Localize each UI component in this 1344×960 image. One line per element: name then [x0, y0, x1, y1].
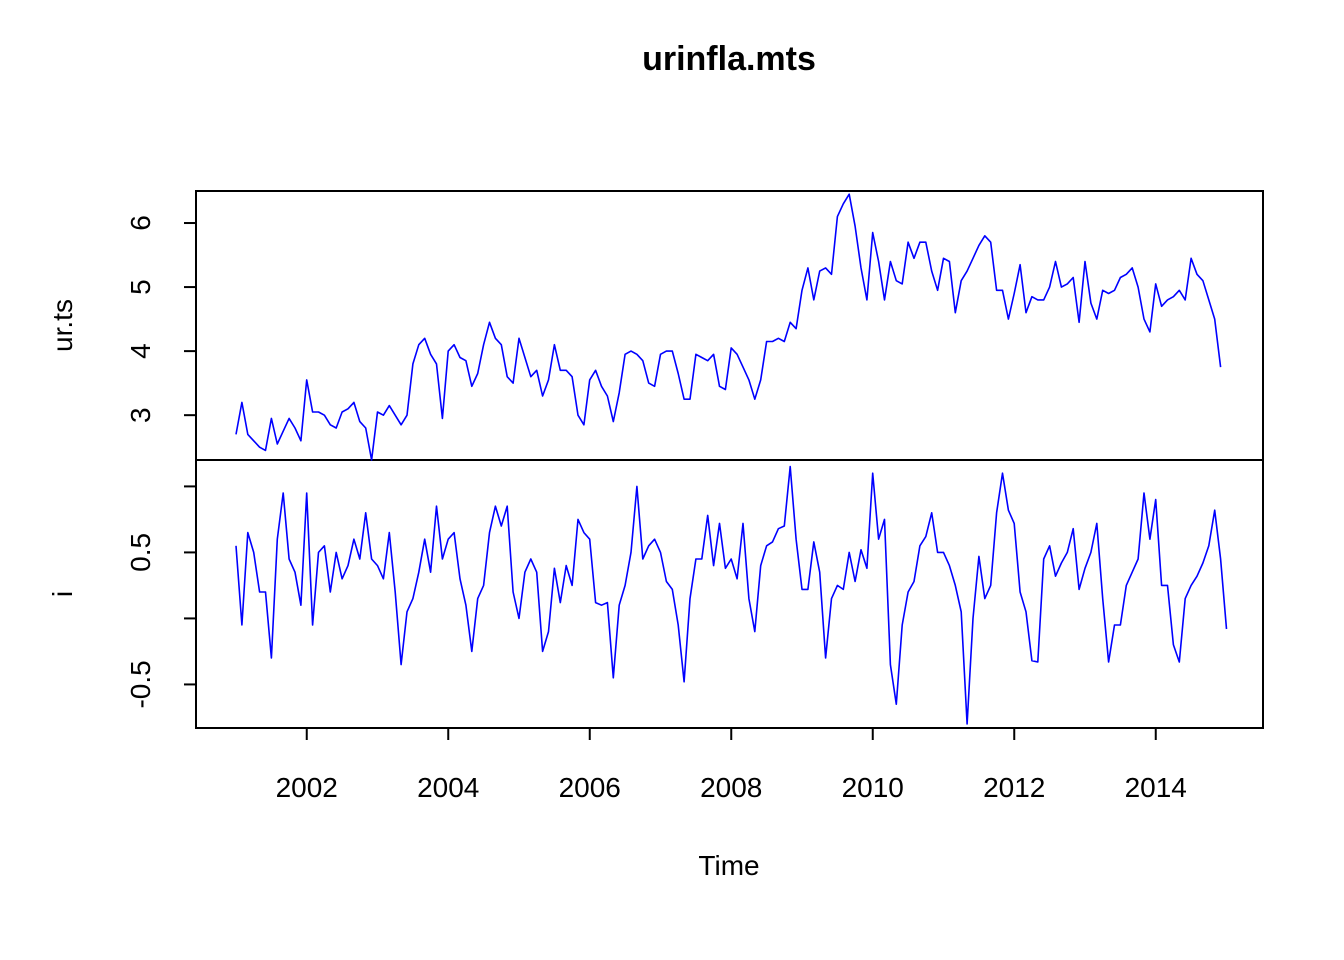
- plot-layer: 3 4 5 6 ur.ts -0.5 0.5 i 2002 2004 2006 2008 2010 201…: [47, 190, 1264, 803]
- chart-title: urinfla.mts: [642, 40, 816, 78]
- y-tick-label: -0.5: [125, 660, 156, 708]
- x-tick-label: 2010: [842, 772, 904, 803]
- x-tick-label: 2006: [559, 772, 621, 803]
- x-tick-label: 2002: [276, 772, 338, 803]
- y-axis-label: ur.ts: [47, 299, 78, 352]
- y-tick-label: 3: [125, 407, 156, 423]
- x-tick-label: 2008: [700, 772, 762, 803]
- y-axis-label: i: [47, 591, 78, 597]
- y-tick-label: 4: [125, 343, 156, 359]
- series-line-i: [235, 465, 1228, 725]
- series-line-ur-ts: [235, 193, 1222, 461]
- x-tick-label: 2004: [417, 772, 479, 803]
- x-axis-label: Time: [698, 850, 759, 881]
- x-tick-label: 2014: [1125, 772, 1187, 803]
- y-tick-label: 6: [125, 215, 156, 231]
- x-tick-label: 2012: [983, 772, 1045, 803]
- y-tick-label: 5: [125, 279, 156, 295]
- y-tick-label: 0.5: [125, 533, 156, 572]
